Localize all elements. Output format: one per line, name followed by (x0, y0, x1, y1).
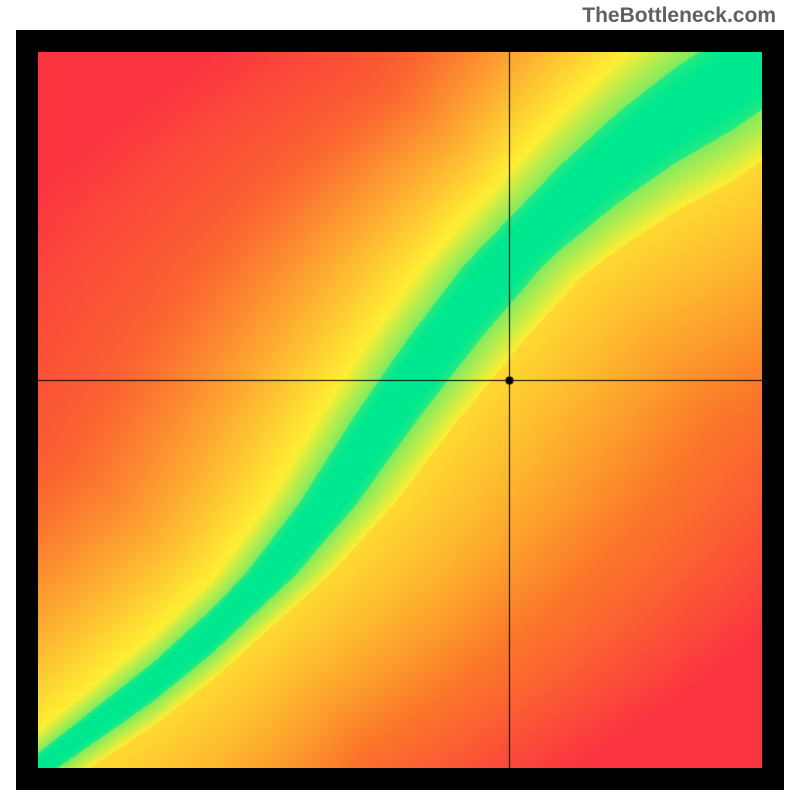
watermark-text: TheBottleneck.com (582, 4, 776, 28)
crosshair-overlay (38, 52, 762, 768)
chart-frame (16, 30, 784, 790)
